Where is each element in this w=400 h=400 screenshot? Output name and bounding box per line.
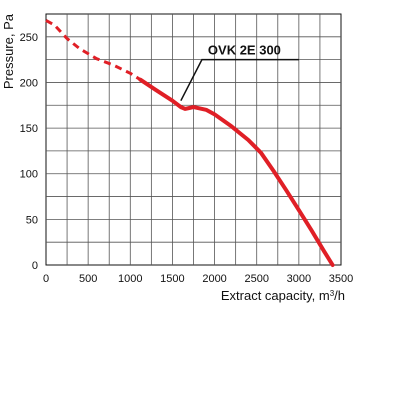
- x-axis-title-base: Extract capacity, m: [221, 288, 330, 303]
- x-tick-label: 2000: [202, 273, 226, 285]
- x-tick-label: 1500: [160, 273, 184, 285]
- y-tick-label: 150: [20, 123, 38, 135]
- x-tick-label: 500: [79, 273, 97, 285]
- annotation-leader-line: [180, 58, 299, 102]
- x-axis-title-tail: /h: [334, 288, 345, 303]
- y-axis-title: Pressure, Pa: [1, 13, 16, 89]
- x-tick-label: 1000: [118, 273, 142, 285]
- x-tick-label: 2500: [244, 273, 268, 285]
- x-tick-label: 3000: [287, 273, 311, 285]
- x-tick-label: 0: [43, 273, 49, 285]
- y-tick-label: 100: [20, 169, 38, 181]
- y-tick-labels: 0 50 100 150 200 250: [20, 32, 38, 272]
- x-tick-label: 3500: [329, 273, 353, 285]
- series-line-solid: [138, 77, 335, 267]
- x-tick-labels: 0 500 1000 1500 2000 2500 3000 3500: [43, 273, 353, 285]
- model-label: OVK 2E 300: [208, 43, 281, 58]
- series-layer: [45, 19, 335, 267]
- series-line-dashed: [45, 19, 142, 81]
- x-axis-title-superscript: 3: [330, 289, 335, 298]
- x-axis-title: Extract capacity, m3/h: [221, 288, 345, 303]
- grid: [46, 14, 341, 265]
- y-tick-label: 50: [26, 214, 38, 226]
- y-tick-label: 250: [20, 32, 38, 44]
- y-tick-label: 200: [20, 77, 38, 89]
- y-tick-label: 0: [32, 260, 38, 272]
- annotation-layer: OVK 2E 300: [180, 43, 299, 102]
